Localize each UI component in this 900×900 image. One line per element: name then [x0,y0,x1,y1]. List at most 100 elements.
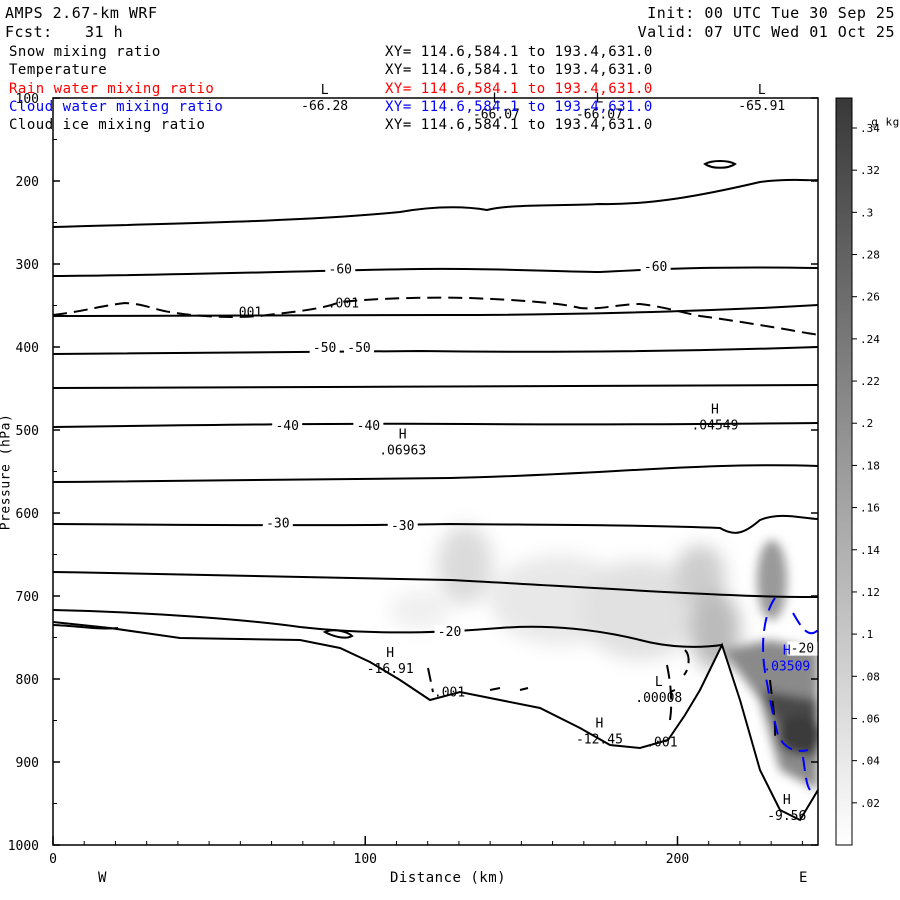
model-title: AMPS 2.67-km WRF [5,4,158,22]
temperature-contour-label: -50 [313,341,336,356]
contour-label-bg [434,625,465,640]
axis-ticks: 100 200 300 400 500 600 700 800 900 1000 0 100 200 [8,92,818,867]
temperature-contours [53,160,818,822]
snow-shading [390,525,818,790]
contour-label-bg [272,419,303,434]
snow-contour-label: .001 [328,296,359,311]
y-axis-label: Pressure (hPa) [0,413,14,531]
extremum-value: -66.07 [576,107,623,122]
x-tick-label: 0 [49,852,57,867]
field-xy-2: XY= 114.6,584.1 to 193.4,631.0 [385,81,653,97]
y-tick-label: 1000 [8,839,39,854]
colorbar-tick-label: .24 [860,333,880,346]
extremum-marker: L [758,83,766,98]
temperature-contour-label: -60 [329,262,352,277]
field-xy-1: XY= 114.6,584.1 to 193.4,631.0 [385,62,653,78]
temperature-contour-label: -20 [438,625,461,640]
init-time: Init: 00 UTC Tue 30 Sep 25 [647,4,895,22]
snow-contour-label: .001 [434,686,465,701]
snow-contour-label: .001 [646,735,677,750]
extremum-marker: H [783,793,791,808]
temperature-contour-label: -20 [791,642,814,657]
colorbar-tick-label: .08 [860,670,880,683]
colorbar-tick-label: .1 [860,628,873,641]
colorbar-tick-label: .32 [860,164,880,177]
field-name-1: Temperature [9,62,108,78]
y-tick-label: 300 [16,258,39,273]
y-tick-label: 900 [16,756,39,771]
colorbar-tick-label: .06 [860,712,880,725]
west-label: W [98,870,107,886]
colorbar-tick-label: .04 [860,755,880,768]
extremum-value: -16.91 [367,662,414,677]
snow-contours [53,296,818,741]
y-tick-label: 100 [16,92,39,107]
extremum-marker: L [596,91,604,106]
extremum-value: .03509 [763,659,810,674]
colorbar-tick-label: .14 [860,544,880,557]
colorbar-ramp [835,97,853,846]
extremum-value: -9.56 [767,809,806,824]
extremum-marker: H [783,643,791,658]
y-tick-label: 700 [16,590,39,605]
field-xy-3: XY= 114.6,584.1 to 193.4,631.0 [385,99,653,115]
colorbar-unit: g kg-1 [857,95,900,131]
extremum-marker: L [321,83,329,98]
extremum-value: .04549 [691,419,738,434]
temperature-contour-label: -30 [391,519,414,534]
x-tick-label: 100 [354,852,377,867]
contour-label-bg [387,518,418,533]
field-name-4: Cloud ice mixing ratio [9,117,206,133]
colorbar: .02 .04 .06 .08 .1 .12 .14 .16 .18 .2 .22 .24 .26 .28… [835,97,880,846]
valid-time: Valid: 07 UTC Wed 01 Oct 25 [637,23,895,41]
extremum-marker: H [711,403,719,418]
y-tick-label: 500 [16,424,39,439]
extremum-value: .06963 [379,444,426,459]
field-name-3: Cloud water mixing ratio [9,99,224,115]
extremum-value: -65.91 [738,99,785,114]
field-xy-0: XY= 114.6,584.1 to 193.4,631.0 [385,44,653,60]
colorbar-tick-label: .3 [860,206,873,219]
x-tick-label: 200 [666,852,689,867]
y-tick-label: 200 [16,175,39,190]
colorbar-tick-label: .34 [860,122,880,135]
contour-label-bg [353,419,384,434]
terrain-mask [53,638,818,845]
temperature-contour-label: -30 [266,516,289,531]
x-axis-label: Distance (km) [390,870,507,886]
temperature-contour-label: -50 [347,341,370,356]
contour-label-bg [325,262,356,277]
colorbar-tick-label: .2 [860,417,873,430]
contour-label-bg [262,516,293,531]
colorbar-tick-label: .02 [860,797,880,810]
contour-label-bg [344,341,374,356]
east-label: E [799,870,808,886]
colorbar-tick-label: .16 [860,502,880,515]
extremum-marker: H [386,646,394,661]
contour-labels: -60 -60 -50 -50 -40 -40 -30 -30 -20 -20 .001 .001 .0… [231,83,818,824]
contour-label-bg [640,259,671,274]
contour-label-bg [309,341,340,356]
temperature-contour-label: -60 [644,260,667,275]
field-xy-4: XY= 114.6,584.1 to 193.4,631.0 [385,117,653,133]
extremum-marker: L [492,91,500,106]
extremum-value: -12.45 [576,732,623,747]
forecast-value: 31 h [85,23,124,41]
field-name-2: Rain water mixing ratio [9,81,215,97]
temperature-contour-label: -40 [357,419,380,434]
snow-contour-label: .001 [231,305,262,320]
extremum-value: .00008 [635,691,682,706]
temperature-contour-label: -40 [275,419,298,434]
y-tick-label: 800 [16,673,39,688]
colorbar-tick-label: .28 [860,249,880,262]
extremum-marker: L [655,675,663,690]
extremum-value: -66.07 [473,107,520,122]
colorbar-tick-label: .18 [860,459,880,472]
contour-label-bg [787,641,818,656]
y-tick-label: 600 [16,507,39,522]
extremum-marker: H [596,716,604,731]
forecast-label: Fcst: [5,23,53,41]
y-tick-label: 400 [16,341,39,356]
extremum-value: -66.28 [301,99,348,114]
